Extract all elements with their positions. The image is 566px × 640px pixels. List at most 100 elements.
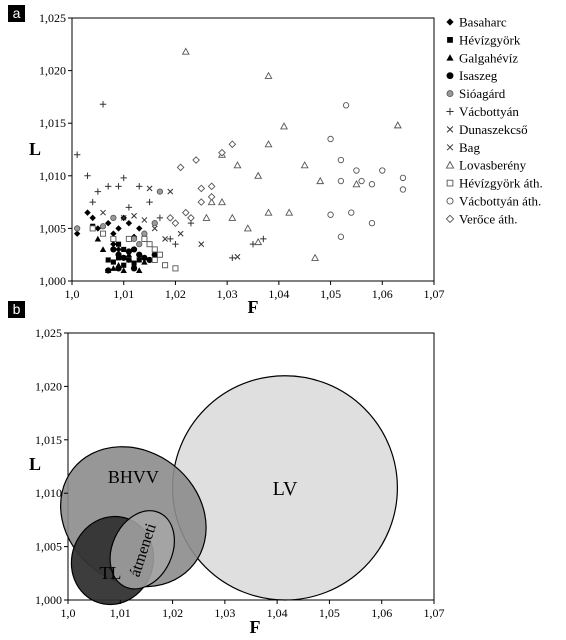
data-point — [229, 254, 236, 262]
y-tick-label: 1,000 — [39, 274, 66, 288]
data-point — [156, 188, 164, 195]
data-point — [316, 176, 325, 185]
legend-label: Vácbottyán — [459, 104, 519, 119]
x-tick-label: 1,02 — [165, 287, 186, 301]
legend-marker — [446, 179, 454, 187]
data-point — [342, 102, 350, 109]
region-label: TL — [99, 563, 121, 583]
data-point — [110, 265, 117, 271]
data-point — [285, 208, 294, 216]
data-point — [177, 230, 184, 237]
data-point — [73, 151, 81, 158]
data-point — [126, 257, 132, 263]
data-point — [136, 257, 142, 263]
data-point — [260, 235, 267, 243]
y-tick-label: 1,015 — [35, 433, 62, 447]
data-point — [368, 181, 376, 188]
panel-b-label: b — [13, 301, 21, 317]
data-point — [202, 213, 211, 221]
y-tick-label: 1,020 — [39, 64, 66, 78]
legend-label: Hévízgyörk — [459, 32, 521, 47]
series-Vácbottyán — [73, 101, 267, 262]
data-point — [130, 246, 138, 253]
series-Bag — [100, 209, 148, 223]
data-point — [130, 265, 138, 272]
legend-entry: Bag — [446, 140, 480, 155]
data-point — [115, 251, 122, 258]
data-point — [166, 214, 175, 222]
data-point — [121, 262, 127, 268]
data-point — [151, 225, 158, 232]
data-point — [115, 241, 122, 247]
data-point — [120, 174, 127, 182]
data-point — [100, 230, 107, 237]
x-tick-label: 1,03 — [217, 287, 238, 301]
legend-label: Galgahévíz — [459, 50, 518, 65]
data-point — [368, 219, 376, 227]
legend-marker — [446, 144, 454, 151]
data-point — [136, 241, 143, 248]
legend-marker — [445, 160, 455, 169]
x-tick-label: 1,07 — [424, 606, 445, 620]
data-point — [136, 251, 143, 258]
legend-entry: Vácbottyán — [446, 104, 519, 119]
data-point — [89, 214, 96, 222]
data-point — [105, 183, 112, 190]
data-point — [125, 235, 132, 242]
data-point — [311, 253, 320, 261]
data-point — [100, 209, 106, 216]
data-point — [151, 256, 158, 263]
region-label: LV — [273, 478, 298, 500]
data-point — [94, 235, 102, 242]
series-Isaszeg — [105, 246, 158, 274]
data-point — [121, 246, 127, 252]
legend-marker — [446, 54, 454, 61]
legend-entry: Vácbottyán áth. — [446, 194, 541, 209]
data-point — [84, 172, 91, 179]
x-axis-label-b: F — [250, 617, 261, 637]
legend-entry: Verőce áth. — [445, 211, 517, 226]
legend-label: Verőce áth. — [459, 211, 517, 226]
data-point — [141, 254, 148, 261]
legend-label: Vácbottyán áth. — [459, 194, 541, 209]
legend-entry: Isaszeg — [446, 68, 498, 83]
x-tick-label: 1,07 — [424, 287, 445, 301]
data-point — [172, 240, 179, 248]
legend-marker — [446, 107, 454, 116]
panel-b-label-box — [8, 301, 25, 318]
y-tick-label: 1,025 — [39, 11, 66, 25]
y-tick-label: 1,015 — [39, 116, 66, 130]
data-point — [171, 219, 180, 227]
y-tick-label: 1,010 — [39, 169, 66, 183]
data-point — [352, 180, 361, 188]
data-point — [94, 188, 102, 195]
data-point — [228, 140, 237, 149]
data-point — [115, 183, 122, 190]
data-point — [120, 254, 127, 261]
data-point — [233, 161, 242, 169]
data-point — [254, 171, 263, 179]
data-point — [327, 211, 334, 218]
region-átmeneti — [109, 510, 175, 590]
data-point — [207, 197, 216, 206]
data-point — [105, 267, 112, 274]
region-label: BHVV — [108, 467, 159, 487]
panel-a-label-box — [8, 5, 25, 22]
data-point — [146, 241, 153, 248]
series-Vácbottyán áth. — [327, 102, 407, 240]
data-point — [300, 161, 309, 169]
data-point — [99, 246, 107, 252]
data-point — [353, 167, 360, 174]
data-point — [264, 140, 273, 148]
legend-marker — [447, 37, 453, 43]
data-point — [207, 182, 216, 191]
data-point — [176, 163, 185, 172]
data-point — [115, 255, 122, 261]
data-point — [151, 220, 158, 227]
data-point — [192, 156, 200, 164]
legend-marker — [446, 126, 454, 133]
scatter-chart-panel-a: a 1,0 1,01 1,02 1,03 1,04 1,05 1,06 1,071,0001,… — [8, 5, 543, 317]
data-point — [125, 204, 133, 211]
